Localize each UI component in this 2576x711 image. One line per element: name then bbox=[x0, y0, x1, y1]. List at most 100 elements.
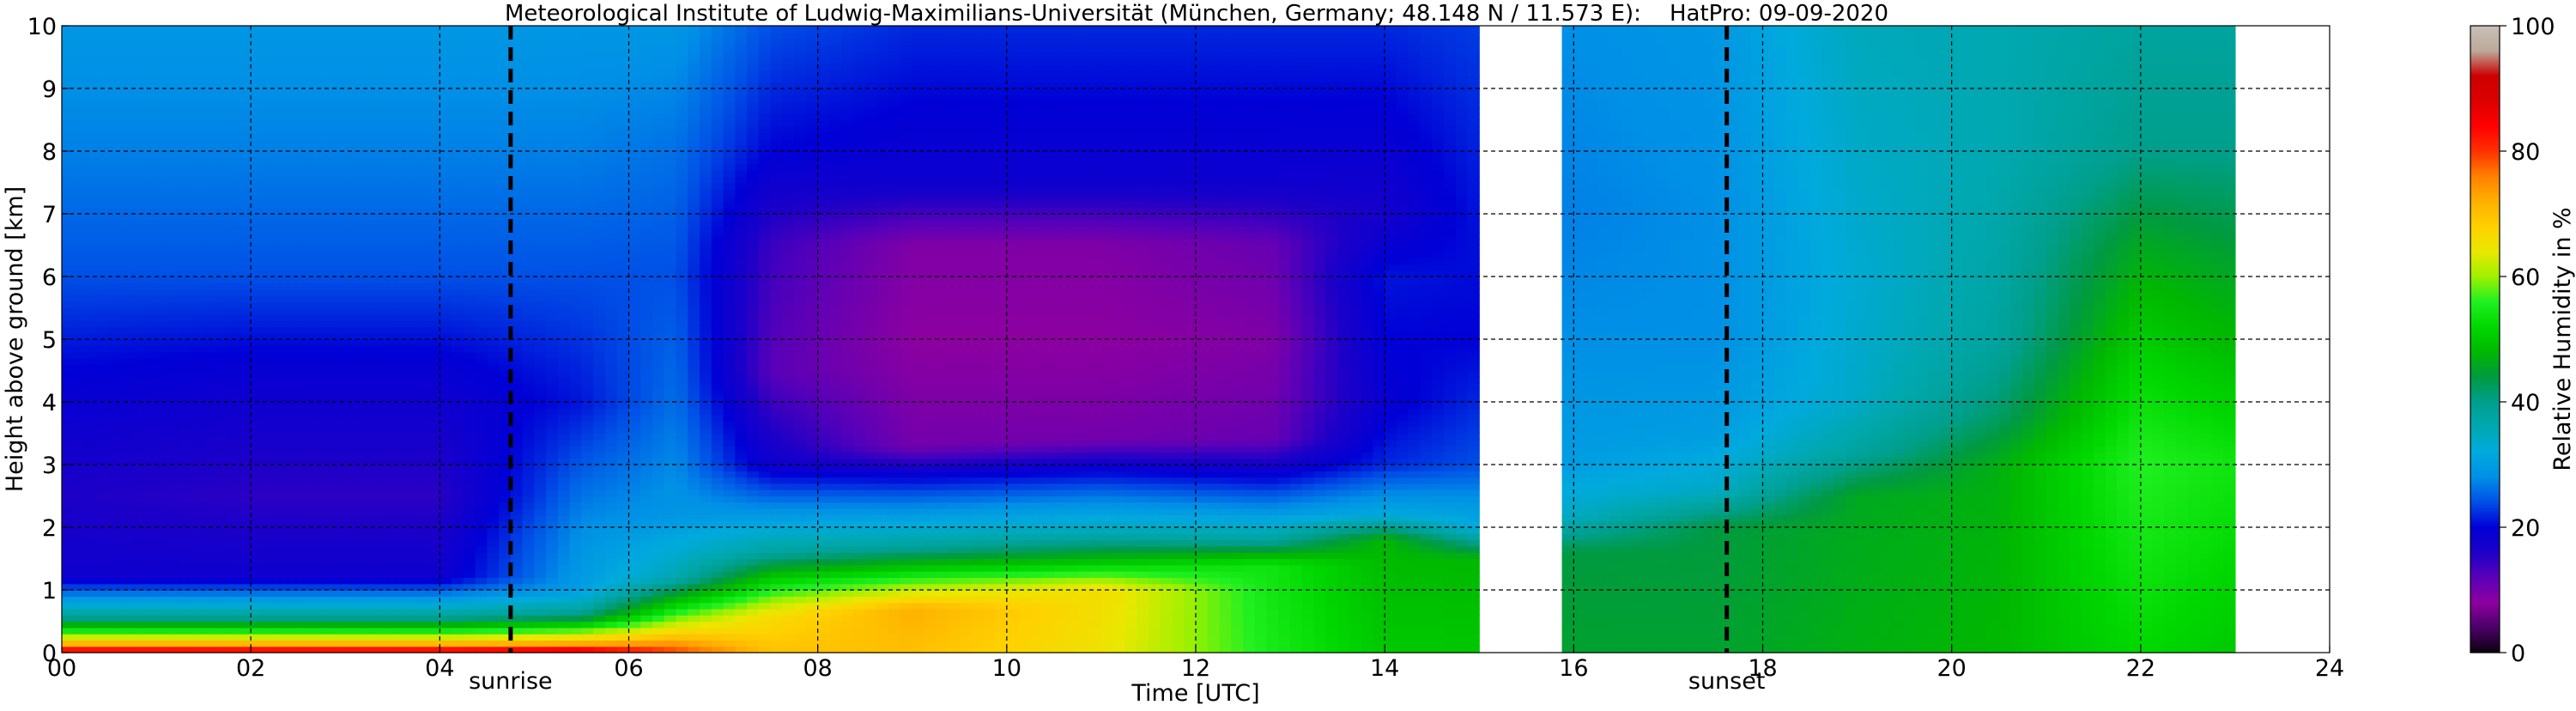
heatmap-cell bbox=[167, 270, 181, 277]
heatmap-cell bbox=[452, 295, 464, 302]
heatmap-cell bbox=[109, 57, 122, 64]
heatmap-cell bbox=[132, 113, 145, 121]
heatmap-cell bbox=[487, 370, 500, 378]
heatmap-cell bbox=[73, 214, 87, 221]
heatmap-cell bbox=[120, 615, 134, 623]
heatmap-cell bbox=[120, 370, 134, 378]
heatmap-cell bbox=[581, 402, 594, 409]
heatmap-cell bbox=[73, 283, 87, 290]
heatmap-cell bbox=[616, 264, 630, 271]
heatmap-cell bbox=[156, 176, 169, 184]
heatmap-cell bbox=[309, 70, 323, 76]
heatmap-cell bbox=[251, 483, 264, 490]
heatmap-cell bbox=[345, 232, 358, 240]
heatmap-cell bbox=[262, 634, 276, 641]
heatmap-cell bbox=[628, 489, 641, 497]
heatmap-cell bbox=[640, 446, 653, 453]
heatmap-cell bbox=[179, 571, 192, 578]
heatmap-cell bbox=[546, 38, 559, 46]
heatmap-cell bbox=[167, 251, 181, 258]
heatmap-cell bbox=[628, 245, 641, 252]
heatmap-cell bbox=[628, 465, 641, 471]
heatmap-cell bbox=[309, 138, 323, 146]
heatmap-cell bbox=[368, 38, 382, 46]
heatmap-cell bbox=[487, 157, 500, 165]
heatmap-cell bbox=[368, 245, 382, 252]
heatmap-cell bbox=[557, 301, 571, 309]
heatmap-cell bbox=[452, 452, 464, 459]
heatmap-cell bbox=[499, 339, 512, 346]
heatmap-cell bbox=[640, 508, 653, 515]
heatmap-cell bbox=[368, 188, 382, 196]
heatmap-cell bbox=[581, 295, 594, 302]
heatmap-cell bbox=[475, 501, 488, 509]
heatmap-cell bbox=[415, 44, 429, 52]
heatmap-cell bbox=[546, 258, 559, 264]
heatmap-cell bbox=[73, 182, 87, 190]
heatmap-cell bbox=[522, 100, 536, 108]
heatmap-cell bbox=[73, 251, 87, 258]
heatmap-cell bbox=[274, 251, 288, 258]
heatmap-cell bbox=[120, 520, 134, 528]
heatmap-cell bbox=[593, 552, 606, 560]
heatmap-cell bbox=[239, 634, 252, 641]
heatmap-cell bbox=[569, 125, 583, 133]
heatmap-cell bbox=[251, 427, 264, 434]
heatmap-cell bbox=[120, 220, 134, 228]
heatmap-cell bbox=[510, 163, 524, 171]
heatmap-cell bbox=[309, 276, 323, 283]
heatmap-cell bbox=[73, 207, 87, 215]
heatmap-cell bbox=[120, 545, 134, 553]
heatmap-cell bbox=[203, 119, 216, 127]
heatmap-cell bbox=[191, 100, 204, 108]
heatmap-cell bbox=[534, 201, 547, 209]
heatmap-cell bbox=[534, 276, 547, 283]
heatmap-cell bbox=[203, 94, 216, 102]
heatmap-cell bbox=[604, 458, 618, 465]
heatmap-cell bbox=[581, 414, 594, 422]
heatmap-cell bbox=[262, 508, 276, 515]
heatmap-cell bbox=[85, 169, 98, 177]
heatmap-cell bbox=[179, 226, 192, 234]
heatmap-cell bbox=[404, 289, 417, 296]
heatmap-cell bbox=[345, 545, 358, 553]
heatmap-cell bbox=[97, 283, 110, 290]
heatmap-cell bbox=[522, 258, 536, 264]
heatmap-cell bbox=[640, 402, 653, 409]
heatmap-cell bbox=[593, 370, 606, 378]
heatmap-cell bbox=[227, 357, 240, 365]
heatmap-cell bbox=[85, 51, 98, 58]
heatmap-cell bbox=[392, 383, 405, 390]
heatmap-cell bbox=[357, 94, 370, 102]
heatmap-cell bbox=[357, 395, 370, 403]
heatmap-cell bbox=[404, 364, 417, 372]
heatmap-cell bbox=[357, 351, 370, 359]
heatmap-cell bbox=[404, 157, 417, 165]
heatmap-cell bbox=[156, 420, 169, 428]
heatmap-cell bbox=[475, 621, 488, 629]
heatmap-cell bbox=[640, 51, 653, 58]
heatmap-cell bbox=[345, 38, 358, 46]
heatmap-cell bbox=[534, 345, 547, 353]
heatmap-cell bbox=[298, 270, 311, 277]
heatmap-cell bbox=[581, 420, 594, 428]
heatmap-cell bbox=[463, 477, 476, 484]
heatmap-cell bbox=[427, 82, 440, 89]
heatmap-cell bbox=[569, 163, 583, 171]
heatmap-cell bbox=[227, 489, 240, 497]
heatmap-cell bbox=[132, 313, 145, 321]
heatmap-cell bbox=[239, 615, 252, 623]
heatmap-cell bbox=[286, 427, 299, 434]
heatmap-cell bbox=[274, 207, 288, 215]
heatmap-cell bbox=[227, 195, 240, 202]
heatmap-cell bbox=[510, 433, 524, 441]
heatmap-cell bbox=[274, 558, 288, 566]
heatmap-cell bbox=[581, 471, 594, 478]
heatmap-cell bbox=[581, 76, 594, 83]
heatmap-cell bbox=[262, 144, 276, 152]
heatmap-cell bbox=[581, 232, 594, 240]
heatmap-cell bbox=[286, 552, 299, 560]
heatmap-cell bbox=[593, 295, 606, 302]
heatmap-cell bbox=[357, 76, 370, 83]
